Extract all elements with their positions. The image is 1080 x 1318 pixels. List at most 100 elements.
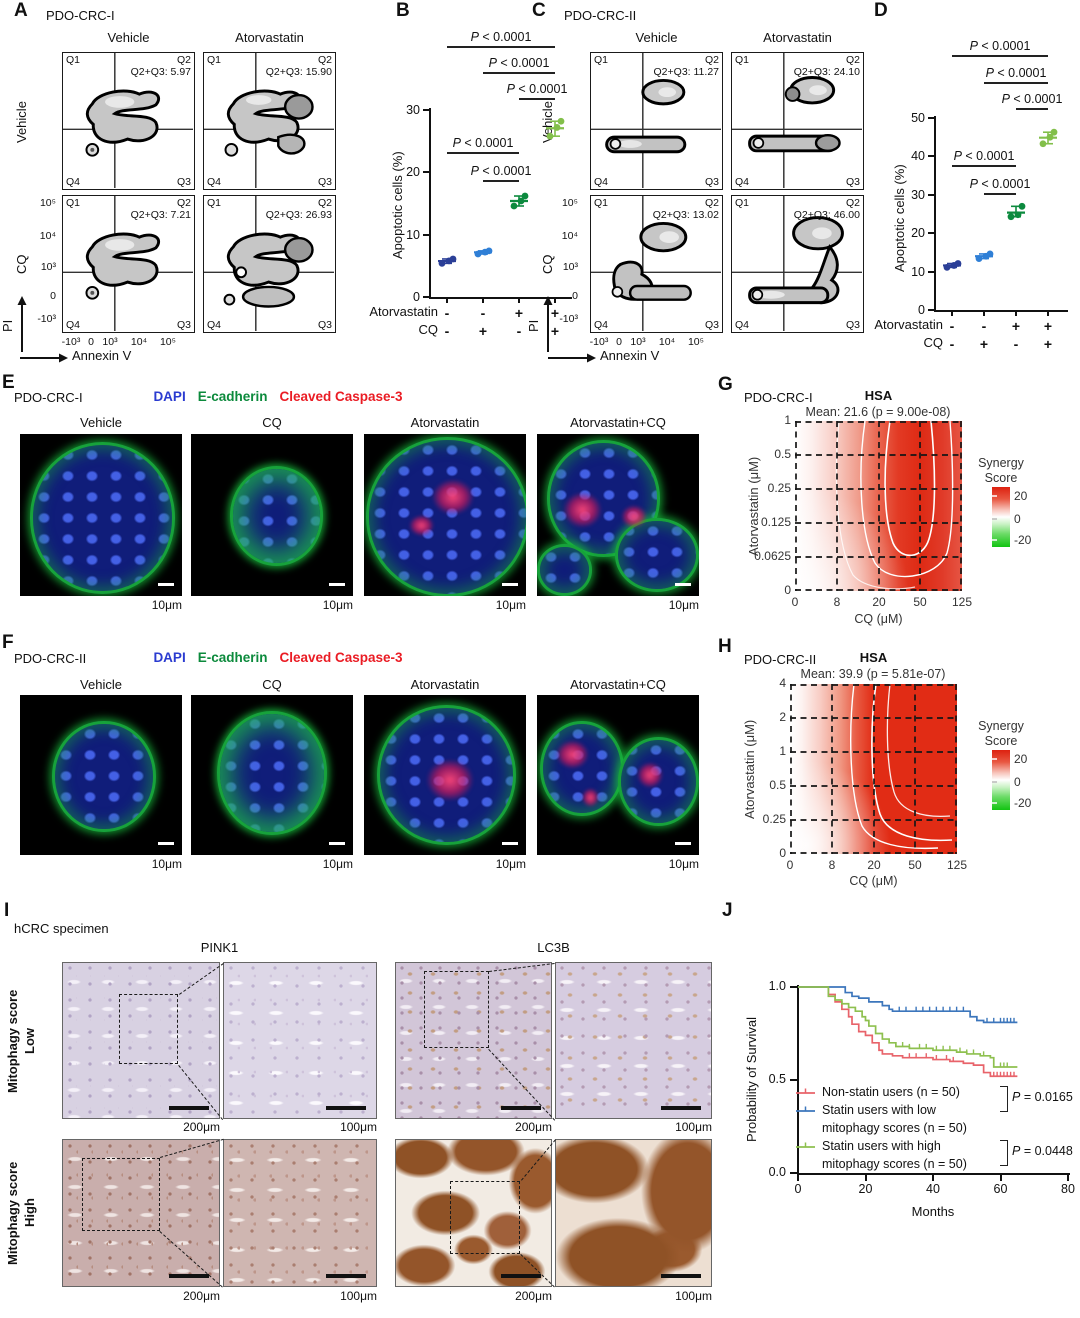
- panel-d-y-tick-label: 30: [911, 187, 925, 202]
- annexin-axis-arrow: [548, 353, 596, 363]
- scale-bar: [169, 1106, 209, 1110]
- quadrant-q1-label: Q1: [735, 197, 750, 209]
- confocal-image-e-atorvastatin-cq: [537, 434, 699, 596]
- apoptotic-region: [432, 479, 475, 515]
- panel-j-y-tick-mark: [790, 986, 797, 988]
- quadrant-q2-label: Q2: [845, 197, 860, 209]
- panel-b-p-value: P < 0.0001: [506, 82, 568, 96]
- panel-d-y-tick-mark: [928, 155, 935, 158]
- panel-b-letter: B: [396, 0, 410, 21]
- panel-b-comparison-line: [447, 46, 555, 48]
- quadrant-q1-label: Q1: [594, 197, 609, 209]
- panel-b-p-value: P < 0.0001: [470, 164, 532, 178]
- panel-j-y-tick-label: 1.0: [768, 979, 786, 993]
- panel-h-x-tick-label: 20: [867, 858, 881, 872]
- panel-d-factor-label: CQ: [923, 335, 944, 350]
- scale-bar: [675, 583, 691, 586]
- legend-entry-text: mitophagy scores (n = 50): [822, 1121, 967, 1135]
- panel-b-factor-sign: -: [516, 323, 522, 339]
- panel-f-col-atorvastatin: Atorvastatin: [410, 677, 480, 692]
- panel-c-letter: C: [532, 0, 546, 21]
- panel-h-y-tick-label: 0.5: [769, 778, 786, 792]
- panel-a-x-axis-label: Annexin V: [72, 348, 132, 363]
- stain-ecadherin-label: E-cadherin: [197, 650, 268, 665]
- scale-bar: [675, 842, 691, 845]
- confocal-image-f-cq: [191, 695, 353, 855]
- colorbar-title-line1: Synergy: [978, 719, 1024, 733]
- organoid: [365, 437, 526, 596]
- panel-b-factor-sign: +: [550, 323, 560, 339]
- panel-g-letter: G: [718, 374, 733, 395]
- stain-dapi-label: DAPI: [153, 650, 186, 665]
- panel-b-x-tick-mark: [446, 297, 448, 303]
- ihc-image-lc3b-low-overview: [395, 962, 552, 1119]
- colorbar-tick-max: 20: [1014, 489, 1028, 503]
- panel-j-letter: J: [722, 900, 733, 921]
- panel-j-x-tick-mark: [1067, 1175, 1069, 1181]
- panel-b-factor-sign: -: [444, 305, 450, 321]
- panel-h-y-tick-label: 2: [779, 710, 786, 724]
- quadrant-q2-label: Q2: [176, 197, 191, 209]
- colorbar-title-line2: Score: [984, 471, 1018, 485]
- quadrant-q2-label: Q2: [176, 54, 191, 66]
- quadrant-q4-label: Q4: [207, 319, 222, 331]
- quadrant-q2-label: Q2: [845, 54, 860, 66]
- quadrant-q1-label: Q1: [735, 54, 750, 66]
- panel-h-x-tick-label: 0: [786, 858, 794, 872]
- panel-f-col-cq: CQ: [262, 677, 282, 692]
- scale-bar: [502, 842, 518, 845]
- panel-j-x-tick-mark: [864, 1175, 867, 1181]
- panel-j-p-value: P = 0.0448: [1012, 1144, 1073, 1158]
- panel-d-comparison-line: [952, 165, 1016, 167]
- inset-region-box: [119, 994, 179, 1064]
- panel-b-y-tick-label: 0: [413, 290, 420, 304]
- quadrant-q4-label: Q4: [66, 176, 81, 188]
- panel-c-y-axis-label: PI: [526, 319, 541, 333]
- apoptosis-percentage-value: Q2+Q3: 24.10: [793, 66, 860, 78]
- panel-f-col-atorvastatin-cq: Atorvastatin+CQ: [570, 677, 666, 692]
- panel-j-x-tick-label: 80: [1061, 1182, 1075, 1196]
- panel-i-letter: I: [4, 900, 10, 921]
- panel-d-letter: D: [874, 0, 888, 21]
- panel-b-p-value: P < 0.0001: [488, 56, 550, 70]
- panel-j-y-axis: [797, 985, 799, 1175]
- panel-f-letter: F: [2, 632, 14, 653]
- apoptosis-percentage-value: Q2+Q3: 11.27: [653, 66, 719, 78]
- scale-bar: [661, 1106, 701, 1110]
- scale-bar: [329, 583, 345, 586]
- flow-y-tick: 0: [50, 290, 56, 302]
- panel-h-mean-subtitle: Mean: 39.9 (p = 5.81e-07): [800, 667, 946, 681]
- legend-entry-text: mitophagy scores (n = 50): [822, 1157, 967, 1171]
- scale-label: 10μm: [151, 857, 182, 871]
- scale-bar: [502, 583, 518, 586]
- stain-legend: DAPI E-cadherin Cleaved Caspase-3: [128, 389, 428, 404]
- panel-d-x-tick-mark: [1015, 310, 1017, 316]
- quadrant-q3-label: Q3: [176, 319, 191, 331]
- panel-d-factor-label: Atorvastatin: [874, 317, 943, 332]
- flow-y-tick: 10³: [562, 261, 578, 273]
- panel-d-y-tick-label: 50: [911, 111, 925, 125]
- panel-h-y-tick-label: 4: [779, 676, 786, 690]
- organoid: [229, 466, 324, 567]
- colorbar-tick-max: 20: [1014, 752, 1028, 766]
- panel-j-y-tick-label: 0.5: [768, 1072, 786, 1086]
- quadrant-q4-label: Q4: [735, 319, 750, 331]
- scale-bar: [501, 1106, 541, 1110]
- flow-x-tick: 10³: [630, 336, 646, 348]
- panel-b-factor-sign: +: [550, 305, 560, 321]
- panel-b-factor-sign: -: [480, 305, 486, 321]
- mitophagy-high-label: High: [22, 1198, 37, 1228]
- panel-j-y-tick-mark: [790, 1079, 797, 1081]
- panel-d-y-tick-mark: [928, 193, 935, 196]
- flow-density: [204, 53, 334, 188]
- panel-a-row-header-vehicle: Vehicle: [14, 101, 29, 144]
- legend-marker: [796, 1106, 815, 1112]
- panel-d-y-tick-mark: [928, 270, 935, 273]
- legend-marker: [796, 1088, 815, 1094]
- apoptosis-percentage-value: Q2+Q3: 15.90: [265, 66, 332, 78]
- organoid: [537, 544, 592, 596]
- flow-density: [63, 196, 193, 331]
- panel-d-comparison-line: [952, 55, 1048, 57]
- flow-x-tick: -10³: [589, 336, 609, 348]
- panel-e-col-atorvastatin-cq: Atorvastatin+CQ: [570, 415, 666, 430]
